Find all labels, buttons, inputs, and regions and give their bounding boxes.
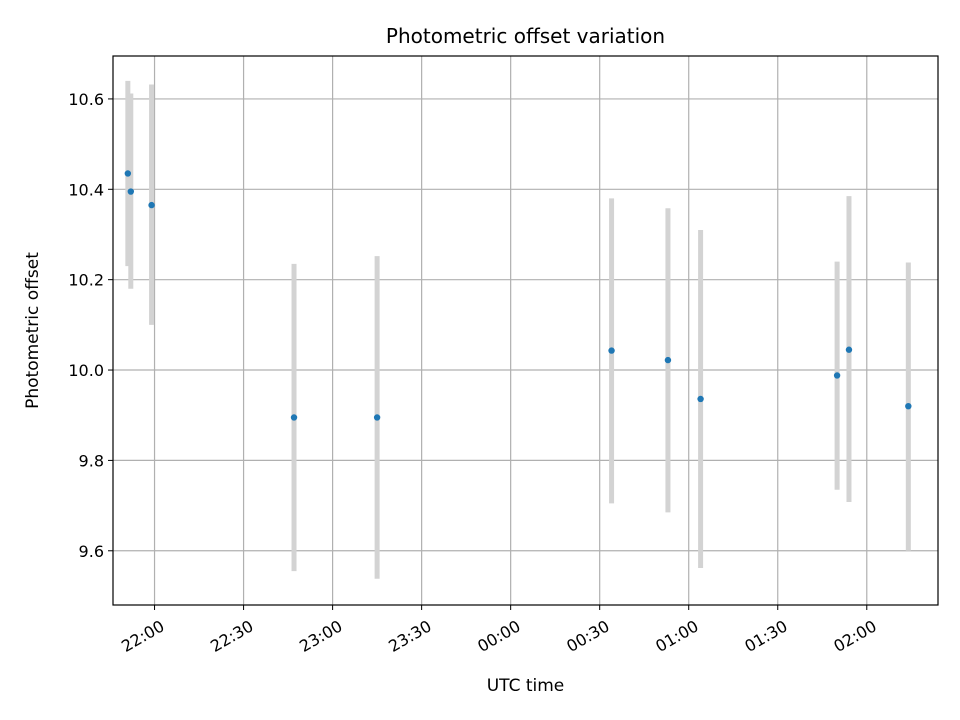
y-tick-label: 10.0 (68, 361, 104, 380)
ticks: 22:00 22:30 23:00 23:30 00:00 00:30 01:00 01:30… (68, 90, 879, 656)
x-tick-label: 22:00 (118, 616, 167, 656)
data-point (373, 414, 381, 421)
data-point (697, 395, 704, 403)
grid (113, 56, 938, 605)
chart-title: Photometric offset variation (386, 24, 665, 48)
x-tick-label: 01:00 (652, 616, 701, 656)
x-axis-label: UTC time (487, 676, 565, 696)
data-point (664, 356, 672, 364)
x-tick-label: 00:00 (474, 616, 523, 656)
x-tick-label: 01:30 (741, 616, 790, 656)
x-tick-label: 23:30 (385, 616, 434, 656)
data-points (124, 170, 912, 421)
y-tick-label: 10.2 (68, 271, 104, 290)
y-axis-label: Photometric offset (23, 252, 43, 409)
y-tick-label: 9.8 (79, 451, 104, 470)
data-point (127, 188, 135, 195)
y-tick-label: 9.6 (79, 542, 104, 561)
error-bars (125, 80, 911, 579)
data-point (148, 201, 155, 209)
y-tick-label: 10.6 (68, 90, 104, 109)
data-point (290, 414, 298, 421)
x-tick-label: 02:00 (830, 616, 879, 656)
x-tick-label: 23:00 (296, 616, 345, 656)
plot-frame (112, 55, 939, 606)
data-point (608, 347, 615, 354)
data-point (845, 346, 853, 353)
data-point (124, 170, 132, 177)
x-tick-label: 00:30 (563, 616, 612, 656)
data-point (833, 372, 841, 379)
data-point (905, 402, 912, 410)
y-tick-label: 10.4 (68, 180, 104, 199)
x-tick-label: 22:30 (207, 616, 256, 656)
